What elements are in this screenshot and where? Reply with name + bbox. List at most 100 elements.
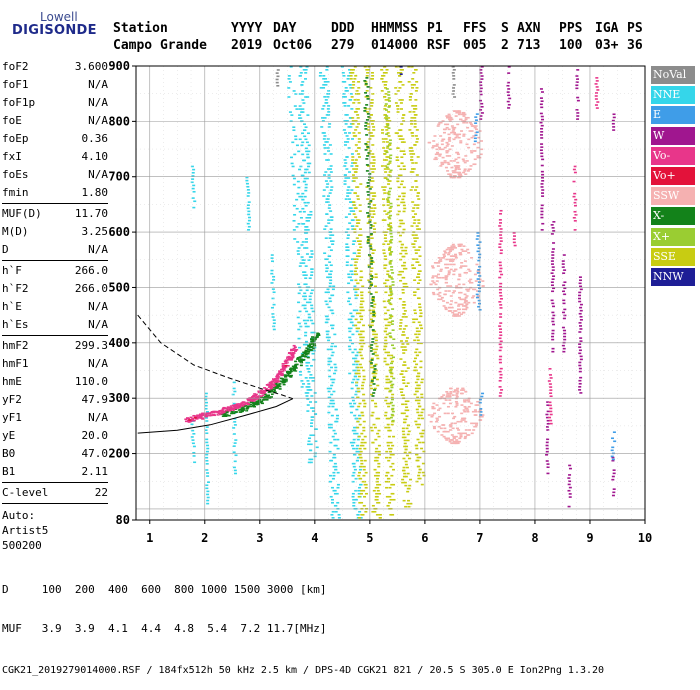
echo-vo-sparse (498, 370, 502, 373)
echo-nne-band (334, 510, 338, 513)
echo-nne-band (351, 219, 355, 221)
echo-o-trace (241, 401, 245, 403)
echo-nne-band (355, 450, 359, 453)
echo-xplus-band (385, 151, 389, 154)
echo-vo-sparse (499, 331, 503, 333)
echo-nne-sparse (247, 192, 251, 194)
echo-sse-band (410, 117, 414, 119)
echo-sse-band (417, 297, 421, 300)
echo-nne-band (326, 348, 330, 351)
echo-ssw-cluster (464, 296, 468, 299)
echo-xplus-band (386, 124, 390, 126)
echo-nne-sparse (271, 297, 275, 300)
echo-xplus-band (390, 344, 394, 347)
echo-vo-plus (188, 419, 192, 421)
echo-ssw-cluster (464, 116, 468, 119)
echo-nne-band (323, 135, 327, 137)
echo-sse-band (407, 499, 411, 502)
echo-w-sparse (479, 118, 483, 120)
echo-nne-band (351, 243, 355, 245)
echo-ssw-cluster (458, 432, 462, 435)
echo-w-sparse (541, 189, 545, 191)
echo-nne-sparse (234, 439, 238, 441)
echo-sse-band (402, 186, 406, 189)
echo-sse-band (388, 210, 392, 212)
echo-sse-band (357, 321, 361, 324)
echo-e-sparse (474, 134, 478, 137)
echo-w-sparse (579, 376, 583, 379)
echo-sse-band (405, 337, 409, 339)
echo-nne-band (311, 416, 315, 418)
echo-nne-sparse (232, 427, 236, 429)
echo-ssw-cluster (458, 253, 462, 256)
echo-ssw-cluster (442, 257, 446, 259)
echo-nne-band (322, 84, 326, 86)
echo-nne-band (325, 267, 329, 270)
echo-sse-band (416, 438, 420, 441)
echo-sse-band (350, 96, 354, 98)
echo-nne-band (298, 310, 302, 313)
echo-w-sparse (540, 91, 544, 93)
echo-sse-band (387, 321, 391, 324)
echo-ssw-cluster (438, 407, 442, 410)
echo-nne-band (305, 343, 309, 346)
echo-sse-band (373, 510, 377, 513)
echo-sse-band (360, 462, 364, 465)
echo-nne-band (308, 458, 312, 461)
echo-vo-sparse (498, 343, 502, 346)
echo-nne-band (304, 377, 308, 379)
echo-sse-band (401, 264, 405, 267)
param-value: 266.0 (74, 282, 108, 295)
echo-sse-band (407, 66, 411, 68)
echo-ssw-cluster (441, 276, 445, 279)
echo-x-trace (292, 365, 296, 368)
echo-sse-band (413, 126, 417, 128)
echo-ssw-cluster (455, 133, 459, 136)
echo-nne-sparse (205, 438, 209, 441)
echo-nne-band (310, 395, 314, 397)
echo-nne-band (327, 177, 331, 179)
echo-sse-band (415, 87, 419, 89)
echo-sse-band (414, 252, 418, 254)
echo-sse-band (364, 84, 368, 86)
echo-x-trace (312, 343, 316, 345)
echo-x-trace (308, 346, 312, 348)
echo-nne-band (327, 339, 331, 342)
echo-ssw-cluster (444, 123, 448, 126)
echo-nne-band (306, 367, 310, 370)
echo-sse-band (352, 162, 356, 164)
echo-sse-band (385, 402, 389, 405)
echo-nne-band (328, 144, 332, 146)
echo-ssw-cluster (475, 263, 479, 266)
echo-nne-band (291, 141, 295, 144)
echo-nne-sparse (206, 472, 210, 474)
echo-sse-band (360, 387, 364, 390)
echo-sse-band (363, 66, 367, 68)
echo-w-sparse (551, 257, 555, 259)
echo-sse-band (366, 141, 370, 143)
echo-sse-band (400, 391, 404, 394)
echo-nne-band (304, 325, 308, 328)
echo-ssw-cluster (439, 148, 443, 151)
echo-xplus-band (390, 386, 394, 389)
echo-sse-band (414, 90, 418, 92)
echo-x-trace (304, 353, 308, 356)
echo-w-sparse (540, 115, 544, 118)
echo-sse-band (382, 72, 386, 74)
echo-nne-band (330, 486, 334, 489)
echo-xplus-band (388, 314, 392, 316)
echo-sse-band (384, 264, 388, 267)
echo-nne-band (295, 207, 299, 210)
echo-ssw-cluster (455, 392, 459, 395)
echo-ssw-cluster (441, 138, 445, 141)
echo-sse-band (374, 342, 378, 345)
echo-sse-band (371, 276, 375, 279)
param-name: hmF2 (2, 339, 29, 352)
echo-xplus-band (388, 253, 392, 256)
echo-nne-band (346, 246, 350, 248)
echo-ssw-cluster (455, 111, 459, 114)
echo-w-sparse (563, 332, 567, 335)
echo-nne-band (347, 300, 351, 303)
echo-nne-band (304, 96, 308, 98)
echo-xplus-band (391, 407, 395, 410)
